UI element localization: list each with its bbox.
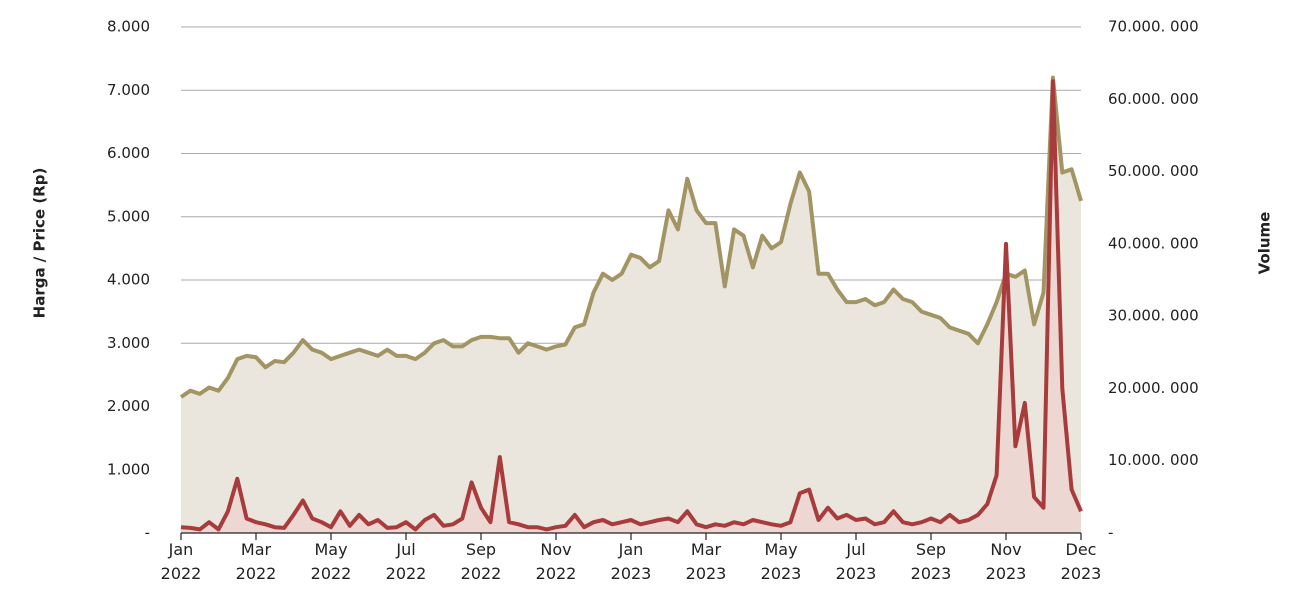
y2-tick-label: 10.000. 000 <box>1108 451 1199 469</box>
y-tick-label: 8.000 <box>107 18 150 36</box>
x-tick-label: Sep 2023 <box>910 540 952 583</box>
y-tick-label: 6.000 <box>107 144 150 162</box>
x-tick-label: May 2023 <box>760 540 802 583</box>
y2-tick-label: 70.000. 000 <box>1108 18 1199 36</box>
line <box>179 75 1083 399</box>
x-tick-label: Mar 2022 <box>235 540 277 583</box>
y-tick-label: - <box>145 524 150 542</box>
x-tick-label: Jul 2023 <box>835 540 877 583</box>
y-tick-label: 7.000 <box>107 81 150 99</box>
x-tick-label: Mar 2023 <box>685 540 727 583</box>
x-tick-label: Jan 2022 <box>160 540 202 583</box>
area <box>181 77 1081 533</box>
y-tick-label: 2.000 <box>107 397 150 415</box>
y-tick-label: 1.000 <box>107 460 150 478</box>
x-tick-label: Jan 2023 <box>610 540 652 583</box>
x-tick-label: Dec 2023 <box>1060 540 1102 583</box>
y-tick-label: 3.000 <box>107 334 150 352</box>
y2-tick-label: 40.000. 000 <box>1108 234 1199 252</box>
y-tick-label: 5.000 <box>107 207 150 225</box>
x-tick-label: May 2022 <box>310 540 352 583</box>
y2-tick-label: 20.000. 000 <box>1108 379 1199 397</box>
x-tick-label: Sep 2022 <box>460 540 502 583</box>
line <box>180 79 1083 532</box>
y2-axis-title: Volume <box>1256 212 1274 275</box>
y2-tick-label: - <box>1108 524 1113 542</box>
y-tick-label: 4.000 <box>107 271 150 289</box>
y2-tick-label: 30.000. 000 <box>1108 307 1199 325</box>
x-tick-label: Nov 2023 <box>985 540 1027 583</box>
x-tick-label: Nov 2022 <box>535 540 577 583</box>
y-axis-title: Harga / Price (Rp) <box>31 168 49 319</box>
y2-tick-label: 60.000. 000 <box>1108 90 1199 108</box>
y2-tick-label: 50.000. 000 <box>1108 162 1199 180</box>
x-tick-label: Jul 2022 <box>385 540 427 583</box>
